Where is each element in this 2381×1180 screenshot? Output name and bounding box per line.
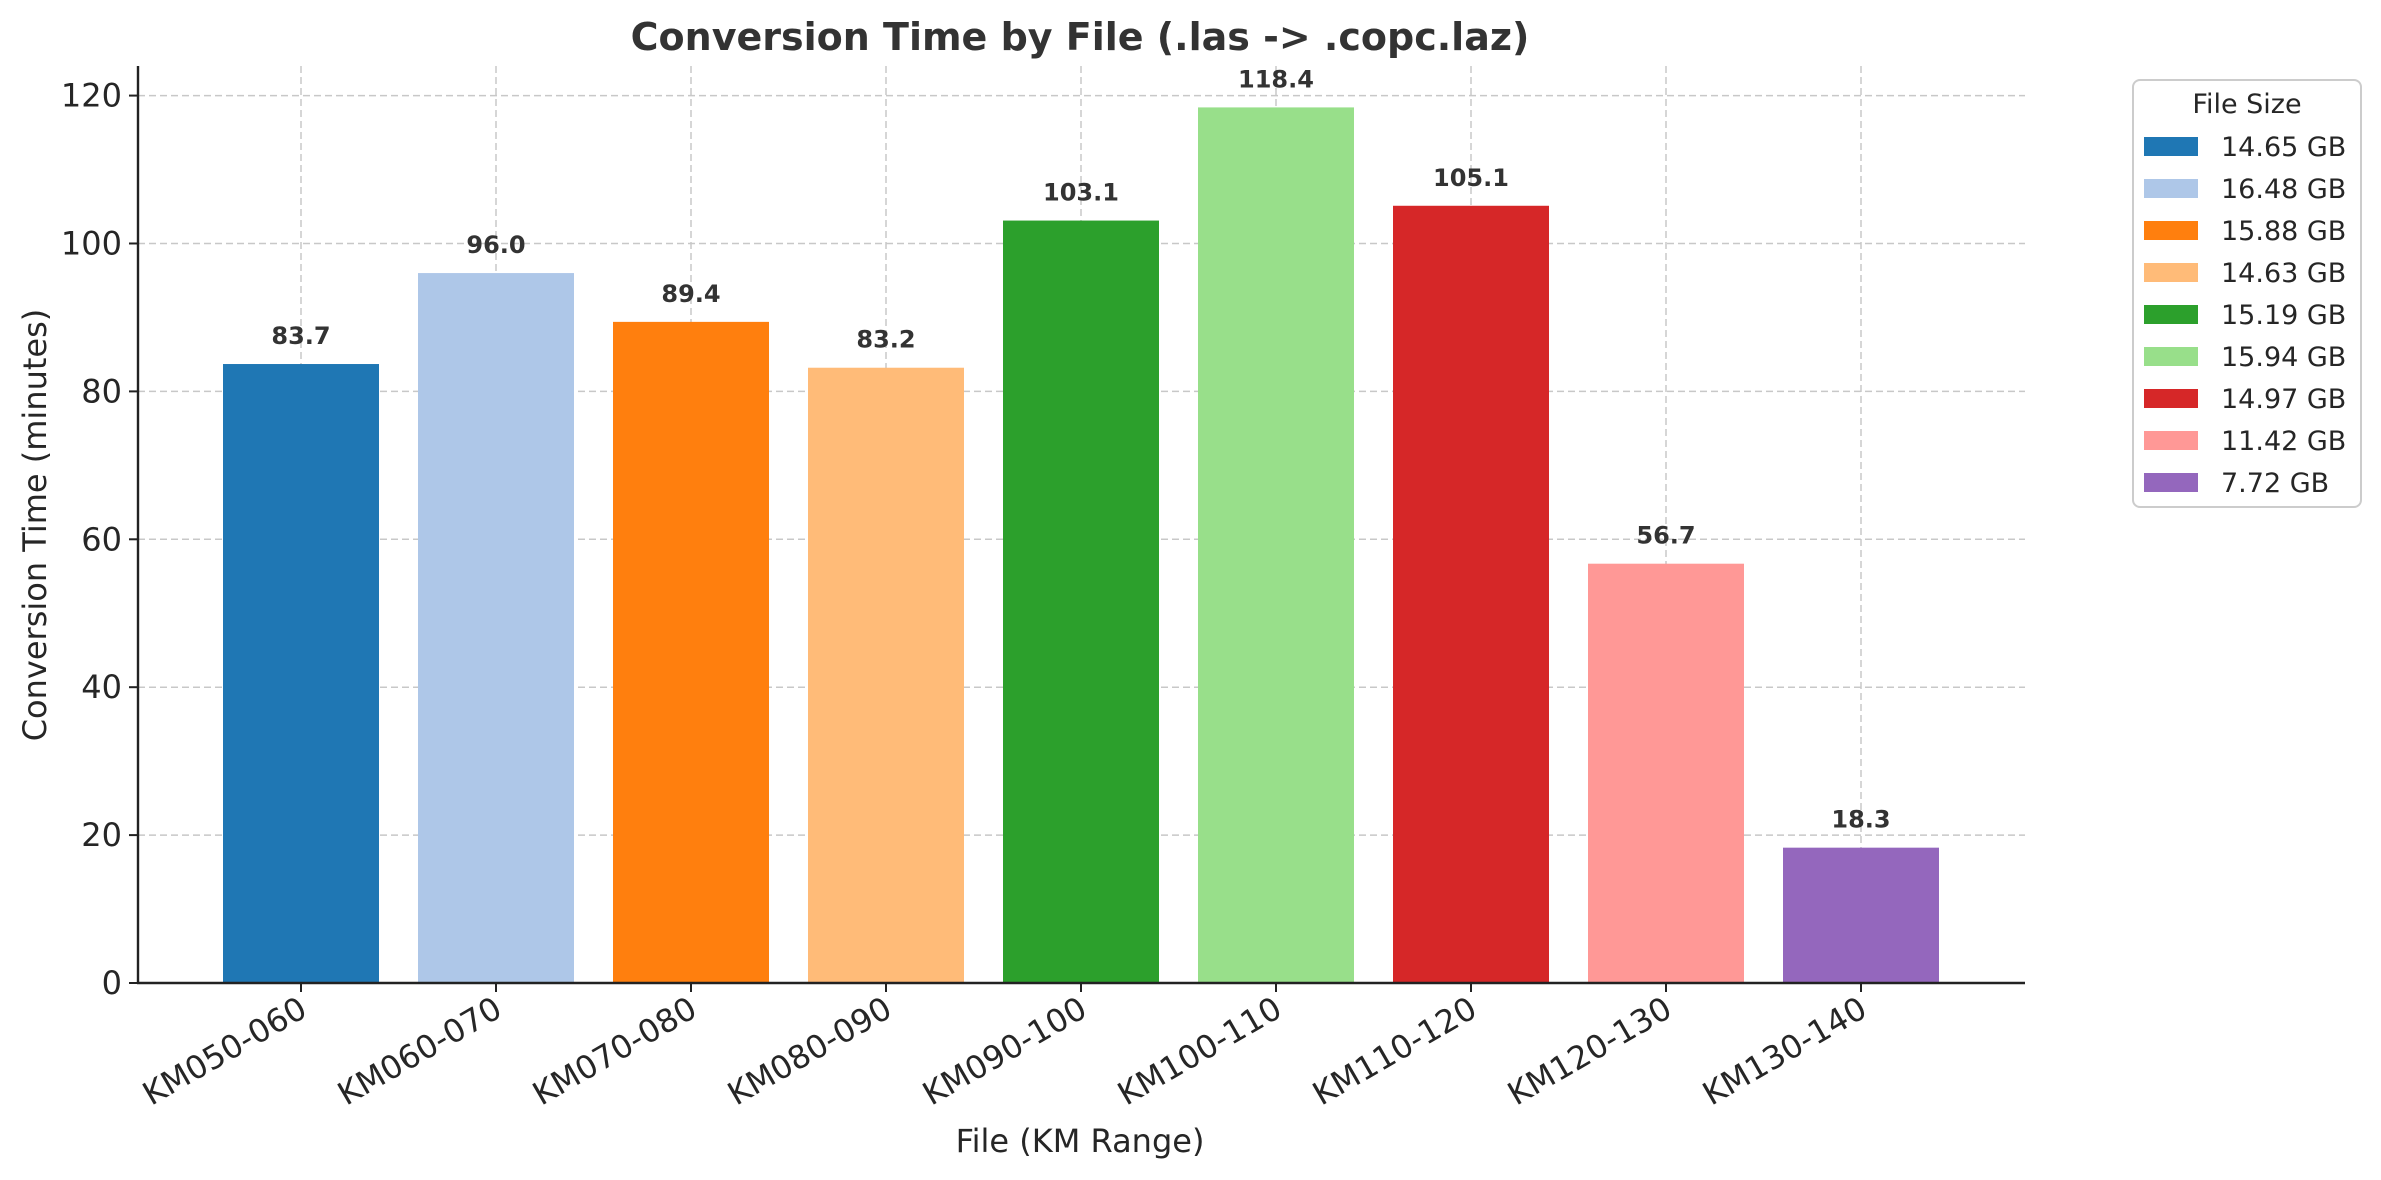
legend-swatch — [2144, 137, 2198, 156]
bar-value-label: 105.1 — [1433, 164, 1509, 192]
legend: File Size 14.65 GB 16.48 GB 15.88 GB 14.63 … — [2132, 79, 2362, 508]
x-tick-label: KM100-110 — [1111, 989, 1288, 1113]
x-tick-label: KM130-140 — [1696, 989, 1873, 1113]
legend-swatch — [2144, 347, 2198, 366]
bar — [1393, 205, 1549, 983]
bar — [1003, 220, 1159, 984]
y-tick-label: 120 — [61, 77, 122, 115]
bar — [223, 364, 379, 983]
legend-label: 15.88 GB — [2221, 216, 2346, 247]
data-labels: 83.7 96.0 89.4 83.2 103.1 118.4 105.1 56.7 18.3 — [271, 65, 1890, 833]
legend-label: 11.42 GB — [2221, 426, 2346, 457]
x-tick-label: KM050-060 — [136, 989, 313, 1113]
bar-value-label: 96.0 — [466, 231, 525, 259]
legend-label: 14.65 GB — [2221, 132, 2346, 163]
x-tick-label: KM080-090 — [721, 989, 898, 1113]
bar-value-label: 83.7 — [271, 322, 330, 350]
legend-swatch — [2144, 473, 2198, 492]
legend-swatch — [2144, 221, 2198, 240]
bar-value-label: 89.4 — [661, 280, 720, 308]
legend-swatch — [2144, 263, 2198, 282]
chart-title: Conversion Time by File (.las -> .copc.l… — [631, 15, 1530, 59]
legend-label: 15.94 GB — [2221, 342, 2346, 373]
legend-title: File Size — [2192, 89, 2301, 120]
x-axis-label: File (KM Range) — [956, 1122, 1205, 1160]
bar — [1198, 107, 1354, 983]
bar-value-label: 103.1 — [1043, 179, 1119, 207]
legend-swatch — [2144, 305, 2198, 324]
y-tick-label: 40 — [81, 668, 122, 706]
bar — [808, 367, 964, 983]
x-tick-label: KM120-130 — [1501, 989, 1678, 1113]
bar-value-label: 83.2 — [856, 326, 915, 354]
y-tick-label: 80 — [81, 372, 122, 410]
bar — [1783, 847, 1939, 983]
legend-label: 16.48 GB — [2221, 174, 2346, 205]
legend-swatch — [2144, 431, 2198, 450]
legend-swatch — [2144, 179, 2198, 198]
bar — [613, 321, 769, 984]
y-tick-label: 60 — [81, 520, 122, 558]
legend-label: 14.97 GB — [2221, 384, 2346, 415]
x-tick-label: KM090-100 — [916, 989, 1093, 1113]
y-tick-label: 100 — [61, 224, 122, 262]
x-ticks: KM050-060 KM060-070 KM070-080 KM080-090 KM09… — [136, 983, 1873, 1113]
bar — [418, 273, 574, 983]
y-axis-label: Conversion Time (minutes) — [16, 309, 54, 742]
bars — [223, 107, 1939, 984]
legend-label: 15.19 GB — [2221, 300, 2346, 331]
bar — [1588, 563, 1744, 983]
y-ticks: 0 20 40 60 80 100 120 — [61, 77, 138, 1002]
y-tick-label: 0 — [102, 964, 122, 1002]
x-tick-label: KM110-120 — [1306, 989, 1483, 1113]
legend-items: 14.65 GB 16.48 GB 15.88 GB 14.63 GB 15.19 GB… — [2144, 132, 2346, 499]
y-tick-label: 20 — [81, 816, 122, 854]
x-tick-label: KM070-080 — [526, 989, 703, 1113]
legend-label: 14.63 GB — [2221, 258, 2346, 289]
bar-value-label: 118.4 — [1238, 65, 1314, 93]
legend-swatch — [2144, 389, 2198, 408]
bar-value-label: 56.7 — [1636, 522, 1695, 550]
legend-label: 7.72 GB — [2221, 468, 2329, 499]
bar-value-label: 18.3 — [1831, 806, 1890, 834]
x-tick-label: KM060-070 — [331, 989, 508, 1113]
